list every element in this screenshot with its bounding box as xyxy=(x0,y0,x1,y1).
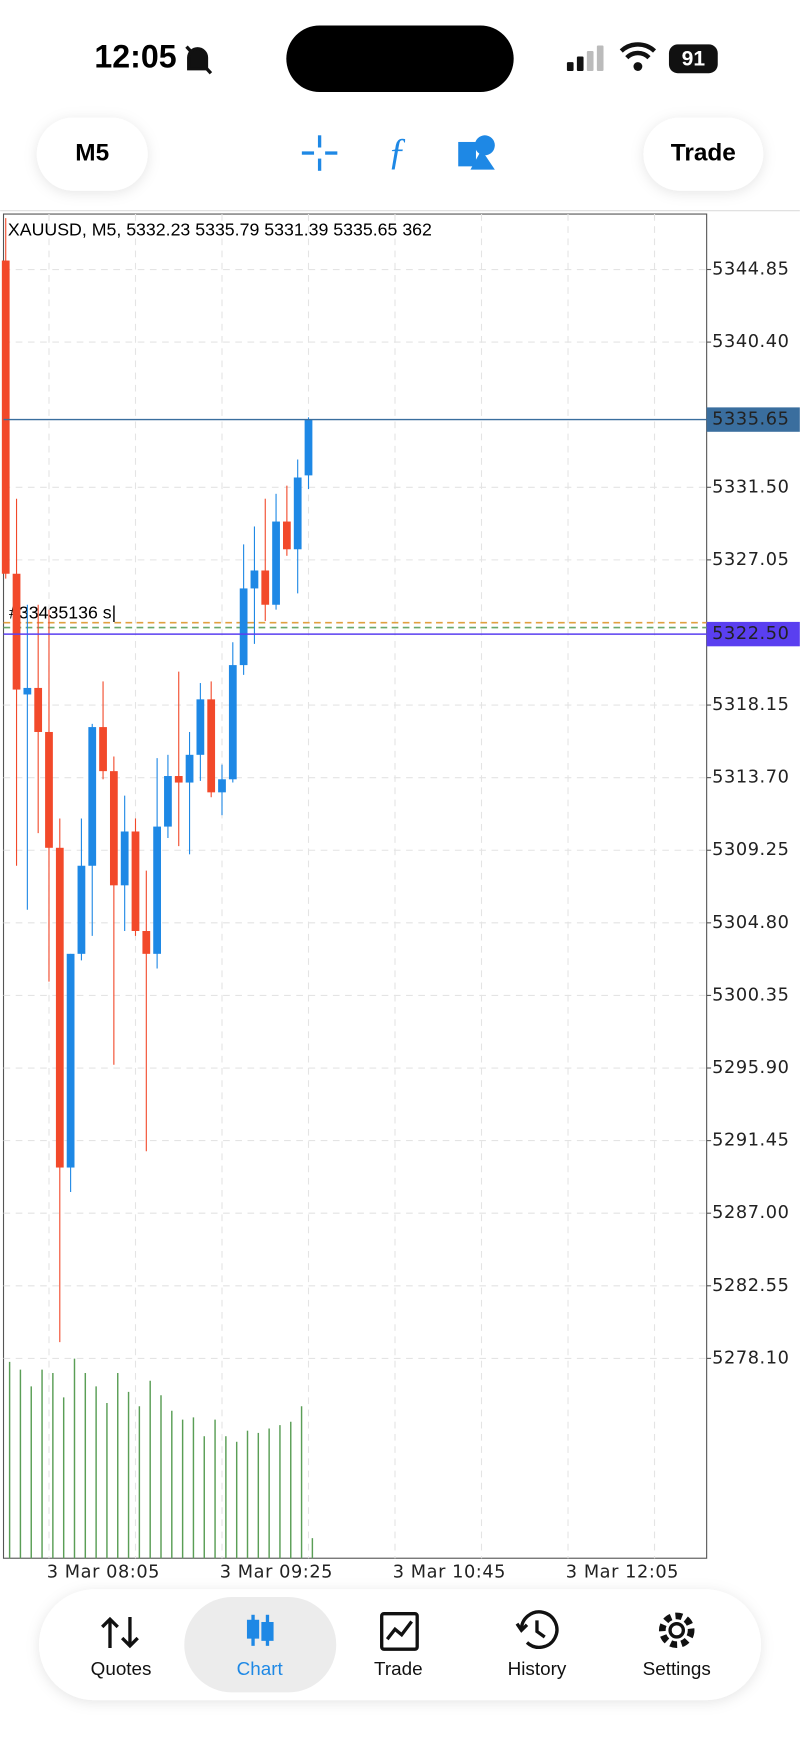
x-tick-label: 3 Mar 12:05 xyxy=(566,1563,679,1583)
active-tab xyxy=(184,1597,337,1693)
chart-icon[interactable] xyxy=(246,1614,274,1646)
timeframe-label: M5 xyxy=(75,140,109,167)
candle-body xyxy=(261,570,270,605)
signal-icon xyxy=(566,45,604,71)
price-box xyxy=(706,621,800,647)
candle-body xyxy=(196,699,205,755)
y-tick-label: 5318.15 xyxy=(712,695,789,715)
bell-off-icon xyxy=(185,45,213,75)
candle-body xyxy=(66,953,75,1168)
candle-body xyxy=(293,477,302,550)
candle-body xyxy=(272,521,280,605)
chart: 3 Mar 08:05 3 Mar 09:25 3 Mar 10:45 3 Mar 1… xyxy=(1,213,800,1583)
candle-body xyxy=(250,570,259,589)
candle-body xyxy=(12,573,21,690)
y-tick-label: 5282.55 xyxy=(712,1276,789,1296)
candle-body xyxy=(142,930,151,954)
trade-button[interactable] xyxy=(643,117,764,191)
candle-body xyxy=(34,687,43,732)
y-tick-label: 5291.45 xyxy=(712,1131,789,1151)
timeframe-button[interactable] xyxy=(36,117,148,191)
y-tick-label: 5340.40 xyxy=(712,332,789,352)
x-tick-label: 3 Mar 09:25 xyxy=(220,1563,333,1583)
nav-label[interactable]: Settings xyxy=(643,1658,711,1679)
dynamic-island xyxy=(286,25,514,93)
candle-body xyxy=(282,521,291,550)
candle-body xyxy=(153,826,161,954)
y-tick-label: 5344.85 xyxy=(712,260,789,280)
candle-body xyxy=(164,776,172,827)
candle-body xyxy=(207,699,216,793)
candle-body xyxy=(1,260,10,574)
candle-body xyxy=(228,665,237,780)
nav-label[interactable]: Trade xyxy=(374,1658,423,1679)
price-box-label: 5322.50 xyxy=(712,624,789,644)
candle-body xyxy=(239,588,248,666)
indicators-icon[interactable]: ƒ xyxy=(388,131,407,173)
candle-body xyxy=(99,727,107,772)
nav-label[interactable]: Chart xyxy=(237,1658,284,1679)
crosshair-icon[interactable] xyxy=(301,135,338,171)
battery xyxy=(668,44,718,74)
y-tick-label: 5309.25 xyxy=(712,840,789,860)
settings-icon[interactable] xyxy=(658,1612,695,1649)
x-tick-label: 3 Mar 10:45 xyxy=(393,1563,506,1583)
candle-body xyxy=(174,776,183,783)
y-tick-label: 5304.80 xyxy=(712,913,789,933)
wifi-dot xyxy=(633,62,643,71)
y-tick-label: 5331.50 xyxy=(712,477,789,497)
history-icon[interactable] xyxy=(515,1610,559,1650)
x-tick-label: 3 Mar 08:05 xyxy=(47,1563,160,1583)
candle-body xyxy=(55,847,64,1168)
quotes-icon[interactable] xyxy=(101,1616,139,1649)
y-tick-label: 5295.90 xyxy=(712,1058,789,1078)
y-tick-label: 5287.00 xyxy=(712,1203,789,1223)
trade-icon[interactable] xyxy=(380,1612,419,1651)
candle-body xyxy=(88,727,97,866)
price-box-label: 5335.65 xyxy=(712,410,789,430)
clock: 12:05 xyxy=(94,38,176,74)
candle-body xyxy=(23,687,32,695)
y-tick-label: 5300.35 xyxy=(712,985,789,1005)
battery-level: 91 xyxy=(682,47,706,70)
candle-body xyxy=(185,754,194,783)
plot-frame xyxy=(2,213,708,1559)
candle-body xyxy=(304,419,313,476)
nav-icons xyxy=(101,1610,695,1651)
trade-button-label: Trade xyxy=(671,140,736,167)
bottom-nav xyxy=(39,1589,761,1701)
chart-title: XAUUSD, M5, 5332.23 5335.79 5331.39 5335… xyxy=(8,219,432,239)
candle-body xyxy=(218,779,226,793)
y-tick-label: 5313.70 xyxy=(712,768,789,788)
order-label: #33435136 s| xyxy=(9,602,116,622)
y-tick-label: 5278.10 xyxy=(712,1348,789,1368)
nav-label[interactable]: History xyxy=(508,1658,567,1679)
candle-body xyxy=(131,831,140,931)
candle-body xyxy=(109,771,118,886)
y-tick-label: 5327.05 xyxy=(712,550,789,570)
price-box xyxy=(706,407,800,432)
candle-body xyxy=(77,865,86,954)
candle-body xyxy=(120,831,129,886)
nav-label[interactable]: Quotes xyxy=(91,1658,152,1679)
objects-icon[interactable] xyxy=(458,135,495,170)
wifi-icon xyxy=(619,42,657,60)
candle-body xyxy=(45,731,53,848)
